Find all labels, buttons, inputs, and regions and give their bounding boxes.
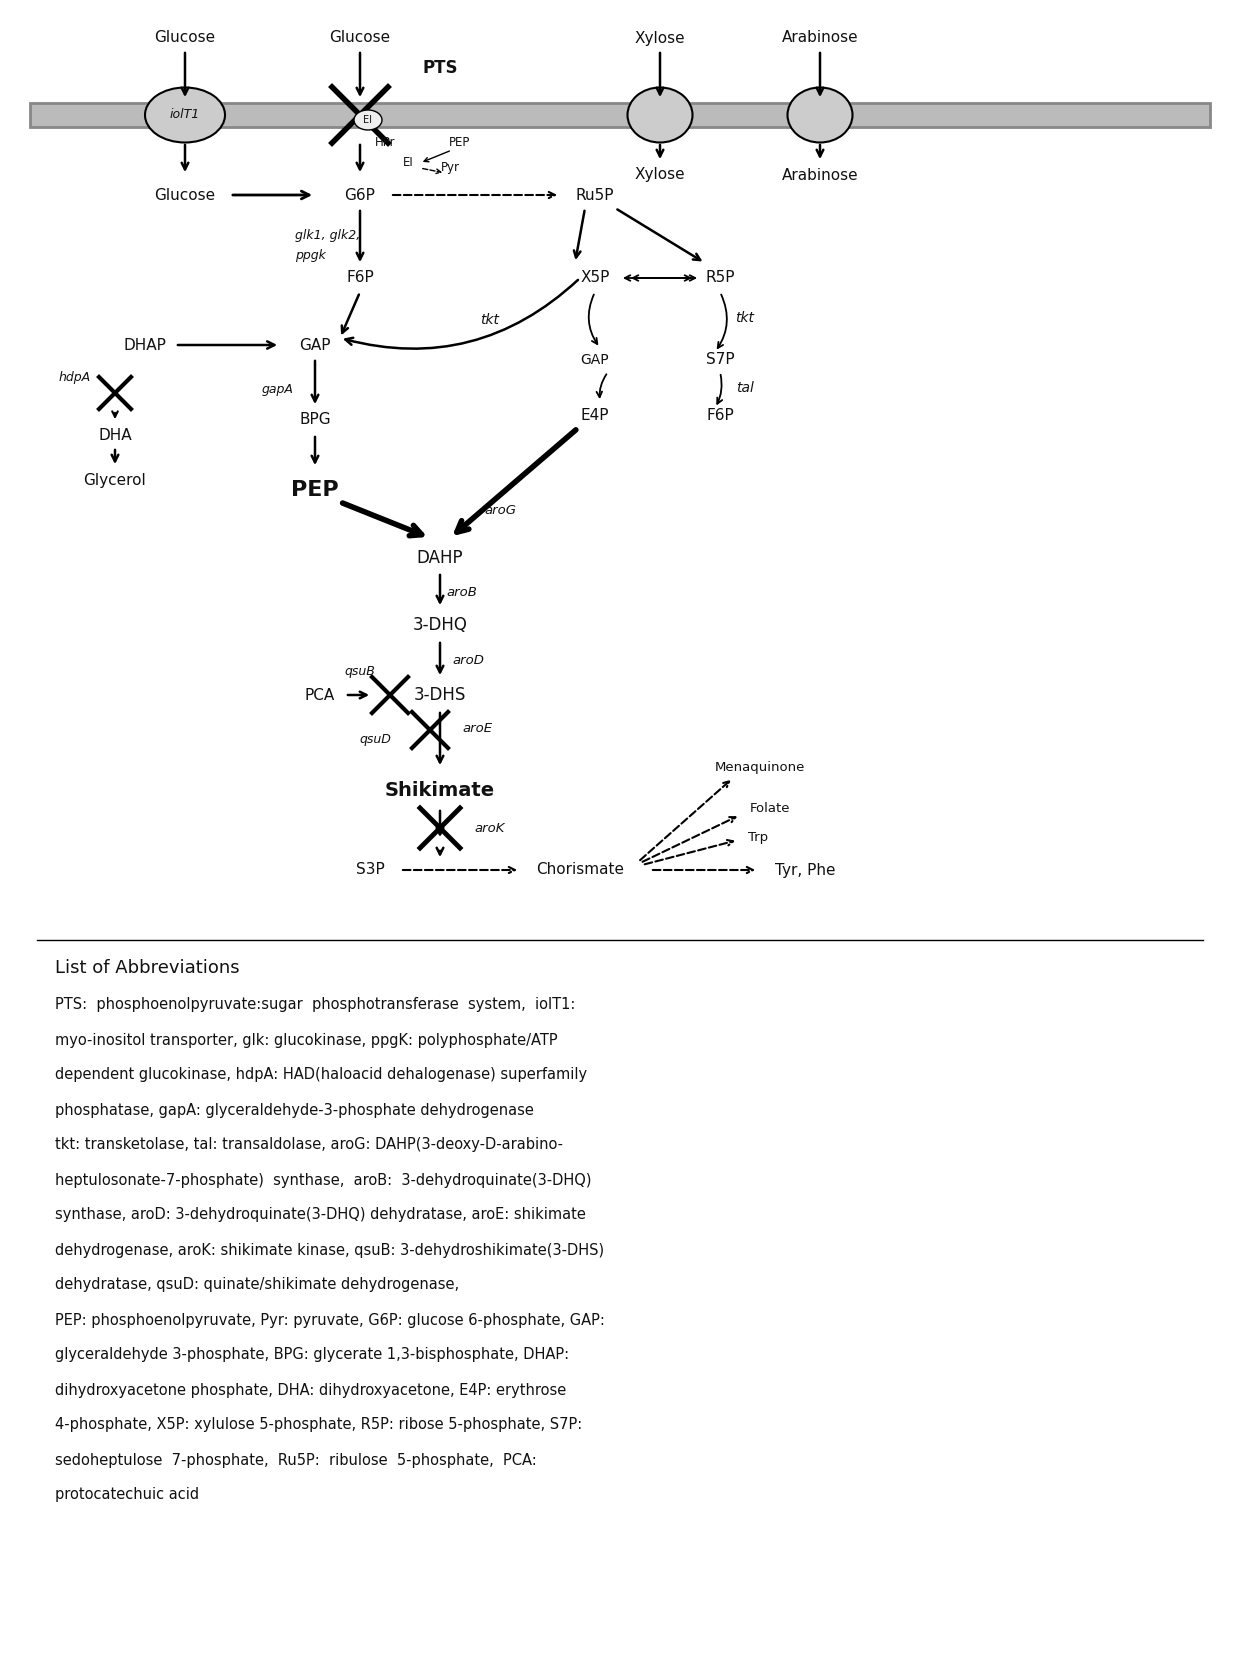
Text: Xylose: Xylose (635, 30, 686, 45)
Text: E4P: E4P (580, 408, 609, 423)
Ellipse shape (145, 88, 224, 143)
Text: glyceraldehyde 3-phosphate, BPG: glycerate 1,3-bisphosphate, DHAP:: glyceraldehyde 3-phosphate, BPG: glycera… (55, 1347, 569, 1362)
Text: aroD: aroD (453, 653, 484, 666)
Text: dehydratase, qsuD: quinate/shikimate dehydrogenase,: dehydratase, qsuD: quinate/shikimate deh… (55, 1278, 459, 1292)
Text: tkt: tkt (735, 312, 754, 325)
Text: 4-phosphate, X5P: xylulose 5-phosphate, R5P: ribose 5-phosphate, S7P:: 4-phosphate, X5P: xylulose 5-phosphate, … (55, 1417, 583, 1433)
Text: synthase, aroD: 3-dehydroquinate(3-DHQ) dehydratase, aroE: shikimate: synthase, aroD: 3-dehydroquinate(3-DHQ) … (55, 1208, 585, 1223)
FancyBboxPatch shape (30, 103, 1210, 128)
Text: Shikimate: Shikimate (384, 780, 495, 799)
Text: aroG: aroG (484, 504, 516, 517)
Text: aroK: aroK (475, 822, 505, 835)
Text: Folate: Folate (750, 802, 790, 815)
Text: Pyr: Pyr (440, 161, 460, 174)
Text: Tyr, Phe: Tyr, Phe (775, 863, 836, 878)
Text: Glucose: Glucose (155, 30, 216, 45)
Text: GAP: GAP (299, 338, 331, 353)
Text: myo-inositol transporter, glk: glucokinase, ppgK: polyphosphate/ATP: myo-inositol transporter, glk: glucokina… (55, 1032, 558, 1047)
Ellipse shape (627, 88, 692, 143)
Text: PEP: PEP (291, 481, 339, 500)
Ellipse shape (787, 88, 853, 143)
Text: PEP: PEP (449, 136, 471, 149)
Ellipse shape (353, 109, 382, 129)
Text: R5P: R5P (706, 270, 735, 285)
Text: S3P: S3P (356, 863, 384, 878)
Text: aroE: aroE (463, 721, 494, 734)
Text: 3-DHQ: 3-DHQ (413, 616, 467, 635)
Text: F6P: F6P (706, 408, 734, 423)
Text: Arabinose: Arabinose (781, 30, 858, 45)
Text: G6P: G6P (345, 187, 376, 202)
Text: BPG: BPG (299, 413, 331, 428)
Text: aroB: aroB (446, 585, 477, 598)
Text: qsuB: qsuB (345, 666, 376, 678)
Text: Chorismate: Chorismate (536, 863, 624, 878)
Text: PTS: PTS (423, 60, 458, 76)
Text: Ru5P: Ru5P (575, 187, 614, 202)
Text: Trp: Trp (748, 832, 768, 845)
Text: DHA: DHA (98, 428, 131, 442)
Text: dihydroxyacetone phosphate, DHA: dihydroxyacetone, E4P: erythrose: dihydroxyacetone phosphate, DHA: dihydro… (55, 1382, 567, 1397)
Text: 3-DHS: 3-DHS (414, 686, 466, 704)
Text: heptulosonate-7-phosphate)  synthase,  aroB:  3-dehydroquinate(3-DHQ): heptulosonate-7-phosphate) synthase, aro… (55, 1173, 591, 1188)
Text: Menaquinone: Menaquinone (714, 762, 805, 774)
Text: PEP: phosphoenolpyruvate, Pyr: pyruvate, G6P: glucose 6-phosphate, GAP:: PEP: phosphoenolpyruvate, Pyr: pyruvate,… (55, 1312, 605, 1327)
Text: X5P: X5P (580, 270, 610, 285)
Text: gapA: gapA (262, 383, 294, 396)
Text: tkt: transketolase, tal: transaldolase, aroG: DAHP(3-deoxy-D-arabino-: tkt: transketolase, tal: transaldolase, … (55, 1137, 563, 1153)
Text: PCA: PCA (305, 688, 335, 703)
Text: F6P: F6P (346, 270, 374, 285)
Text: DAHP: DAHP (417, 548, 464, 567)
Text: EI: EI (403, 156, 413, 169)
Text: dehydrogenase, aroK: shikimate kinase, qsuB: 3-dehydroshikimate(3-DHS): dehydrogenase, aroK: shikimate kinase, q… (55, 1243, 604, 1258)
Text: ppgk: ppgk (295, 249, 326, 262)
Text: hdpA: hdpA (60, 371, 91, 384)
Text: protocatechuic acid: protocatechuic acid (55, 1488, 200, 1503)
Text: dependent glucokinase, hdpA: HAD(haloacid dehalogenase) superfamily: dependent glucokinase, hdpA: HAD(haloaci… (55, 1067, 587, 1082)
Text: HPr: HPr (374, 136, 396, 149)
Text: tkt: tkt (481, 313, 500, 326)
Text: List of Abbreviations: List of Abbreviations (55, 959, 239, 978)
Text: PTS:  phosphoenolpyruvate:sugar  phosphotransferase  system,  iolT1:: PTS: phosphoenolpyruvate:sugar phosphotr… (55, 998, 575, 1012)
Text: GAP: GAP (580, 353, 609, 366)
Text: DHAP: DHAP (124, 338, 166, 353)
Text: Glucose: Glucose (330, 30, 391, 45)
Text: S7P: S7P (706, 353, 734, 368)
Text: glk1, glk2,: glk1, glk2, (295, 229, 361, 242)
Text: Glucose: Glucose (155, 187, 216, 202)
Text: sedoheptulose  7-phosphate,  Ru5P:  ribulose  5-phosphate,  PCA:: sedoheptulose 7-phosphate, Ru5P: ribulos… (55, 1453, 537, 1468)
Text: EI: EI (363, 114, 372, 124)
Text: tal: tal (737, 381, 754, 394)
Text: qsuD: qsuD (360, 734, 391, 747)
Text: Xylose: Xylose (635, 167, 686, 182)
Text: Arabinose: Arabinose (781, 167, 858, 182)
Text: Glycerol: Glycerol (83, 472, 146, 487)
Text: iolT1: iolT1 (170, 108, 200, 121)
Text: phosphatase, gapA: glyceraldehyde-3-phosphate dehydrogenase: phosphatase, gapA: glyceraldehyde-3-phos… (55, 1102, 534, 1117)
